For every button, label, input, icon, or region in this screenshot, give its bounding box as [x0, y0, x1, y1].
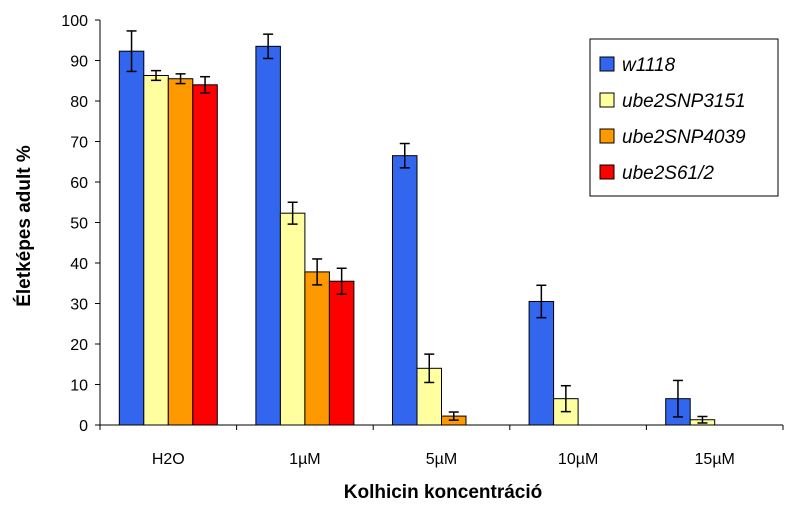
- bar: [304, 271, 330, 426]
- error-bars: [126, 30, 708, 424]
- x-tick-label: 5µM: [426, 451, 457, 468]
- legend: w1118 ube2SNP3151 ube2SNP4039 ube2S61/2: [589, 38, 779, 197]
- legend-swatch: [599, 164, 615, 180]
- legend-label: w1118: [622, 55, 676, 76]
- y-axis-ticks: 0 10 20 30 40 50 60 70 80 90 100: [61, 13, 100, 435]
- x-tick-label: H2O: [152, 451, 185, 468]
- bar: [192, 84, 218, 426]
- legend-box: [589, 38, 779, 197]
- y-tick-label: 40: [70, 256, 88, 273]
- y-tick-label: 60: [70, 175, 88, 192]
- legend-label: ube2S61/2: [622, 163, 714, 184]
- y-tick-label: 70: [70, 135, 88, 152]
- bar: [528, 300, 555, 426]
- x-axis-ticks: H2O 1µM 5µM 10µM 15µM: [99, 425, 784, 468]
- y-tick-label: 80: [70, 94, 88, 111]
- bar: [118, 50, 145, 426]
- legend-label: ube2SNP3151: [622, 91, 746, 112]
- y-tick-label: 20: [70, 337, 88, 354]
- x-tick-label: 10µM: [558, 451, 598, 468]
- bar: [255, 45, 281, 426]
- legend-swatch: [599, 92, 615, 108]
- y-axis-title: Életképes adult %: [13, 145, 35, 307]
- y-tick-label: 30: [70, 297, 88, 314]
- y-tick-label: 0: [79, 418, 88, 435]
- legend-swatch: [599, 128, 615, 144]
- x-tick-label: 15µM: [695, 451, 735, 468]
- legend-swatch: [599, 56, 615, 72]
- y-tick-label: 100: [61, 13, 88, 30]
- bar: [279, 212, 306, 426]
- y-tick-label: 90: [70, 54, 88, 71]
- y-tick-label: 50: [70, 216, 88, 233]
- bar: [167, 78, 194, 426]
- legend-label: ube2SNP4039: [622, 127, 746, 148]
- bar: [328, 280, 355, 426]
- bar: [143, 74, 169, 426]
- y-tick-label: 10: [70, 378, 88, 395]
- bar: [392, 155, 418, 426]
- x-axis-title: Kolhicin koncentráció: [344, 482, 542, 503]
- x-tick-label: 1µM: [289, 451, 320, 468]
